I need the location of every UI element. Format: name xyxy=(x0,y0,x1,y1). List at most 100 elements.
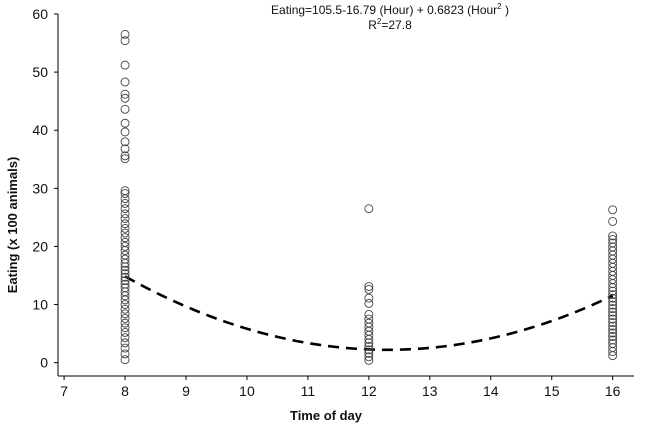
data-point xyxy=(364,348,374,358)
data-point xyxy=(364,334,374,344)
equation-exponent: 2 xyxy=(497,2,502,11)
data-point xyxy=(608,332,618,341)
data-point xyxy=(120,219,130,229)
data-point xyxy=(120,204,130,214)
data-point xyxy=(120,309,130,319)
r-squared-exponent: 2 xyxy=(376,17,382,26)
equation-prefix: Eating=105.5-16.79 (Hour) + 0.6823 (Hour xyxy=(271,3,498,17)
data-point xyxy=(120,89,130,99)
x-tick-label: 14 xyxy=(483,383,499,399)
data-point xyxy=(608,321,618,331)
x-tick-label: 15 xyxy=(544,383,560,399)
y-tick-label: 20 xyxy=(32,238,48,254)
data-point xyxy=(120,36,130,46)
data-point xyxy=(364,204,374,214)
y-tick-label: 0 xyxy=(40,355,48,371)
r-squared-prefix: R xyxy=(368,18,377,32)
data-point xyxy=(364,352,374,362)
r-squared-suffix: =27.8 xyxy=(381,18,412,32)
data-point xyxy=(120,77,130,87)
data-point xyxy=(120,127,130,137)
data-point xyxy=(120,318,130,328)
data-point xyxy=(364,355,374,365)
x-tick-label: 11 xyxy=(301,383,316,399)
equation-suffix: ) xyxy=(501,3,509,17)
data-point xyxy=(608,205,618,215)
data-point xyxy=(120,228,130,238)
x-tick-label: 8 xyxy=(121,383,129,399)
y-tick-label: 10 xyxy=(32,297,48,313)
y-tick-label: 40 xyxy=(32,122,48,138)
data-point xyxy=(120,151,130,161)
data-point xyxy=(608,231,618,241)
data-point xyxy=(120,265,130,275)
y-tick-label: 60 xyxy=(32,6,48,22)
data-point xyxy=(364,309,374,319)
y-tick-label: 50 xyxy=(32,64,48,80)
data-point xyxy=(120,223,130,233)
data-point xyxy=(608,283,618,293)
regression-equation: Eating=105.5-16.79 (Hour) + 0.6823 (Hour… xyxy=(240,2,540,17)
data-point xyxy=(608,304,618,314)
data-point xyxy=(364,345,374,355)
data-point xyxy=(120,241,130,251)
data-point xyxy=(120,118,130,128)
data-point xyxy=(120,246,130,255)
data-point xyxy=(608,314,618,324)
data-point xyxy=(608,311,618,321)
data-point xyxy=(120,314,130,323)
data-point xyxy=(608,328,618,338)
data-point xyxy=(120,272,130,282)
data-point xyxy=(120,295,130,305)
data-point xyxy=(120,194,130,204)
data-point xyxy=(120,300,130,309)
data-point xyxy=(120,104,130,114)
data-point xyxy=(120,276,130,286)
data-point xyxy=(120,333,130,343)
data-point xyxy=(120,137,130,147)
data-point xyxy=(364,293,374,303)
x-tick-label: 9 xyxy=(182,383,190,399)
data-point xyxy=(120,214,130,223)
data-point xyxy=(120,304,130,314)
y-tick-label: 30 xyxy=(32,180,48,196)
data-point xyxy=(608,300,618,310)
x-tick-label: 10 xyxy=(239,383,255,399)
data-point xyxy=(608,351,618,361)
data-point xyxy=(120,291,130,301)
data-point xyxy=(364,284,374,294)
data-point xyxy=(120,198,130,208)
data-point xyxy=(608,216,618,226)
data-point xyxy=(364,298,374,308)
data-point xyxy=(120,209,130,219)
x-tick-label: 13 xyxy=(422,383,438,399)
data-point xyxy=(120,93,130,103)
data-point xyxy=(120,269,130,279)
data-point xyxy=(364,282,374,291)
data-point xyxy=(608,325,618,334)
data-point xyxy=(364,338,374,348)
data-point xyxy=(608,318,618,327)
data-point xyxy=(120,154,130,164)
data-point xyxy=(120,189,130,198)
data-point xyxy=(608,307,618,317)
data-point xyxy=(364,341,374,351)
data-point xyxy=(608,235,618,244)
x-tick-label: 7 xyxy=(60,383,68,399)
data-point xyxy=(608,297,618,307)
data-point xyxy=(120,323,130,333)
data-point xyxy=(608,347,618,357)
data-point xyxy=(120,258,130,268)
x-tick-label: 16 xyxy=(605,383,621,399)
data-point xyxy=(120,262,130,272)
data-point xyxy=(608,290,618,300)
data-point xyxy=(120,355,130,365)
data-point xyxy=(120,60,130,70)
data-point xyxy=(120,349,130,359)
data-point xyxy=(608,286,618,296)
data-point xyxy=(120,144,130,154)
y-axis-title: Eating (x 100 animals) xyxy=(5,157,20,294)
r-squared: R2=27.8 xyxy=(240,17,540,32)
